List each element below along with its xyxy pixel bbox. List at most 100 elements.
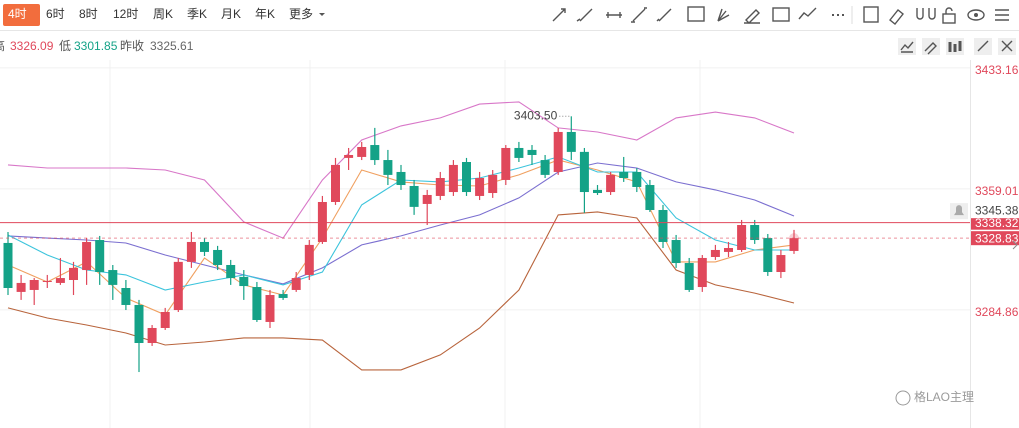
candle-body <box>3 242 13 289</box>
candle-body <box>239 276 249 287</box>
candle-body <box>724 248 733 252</box>
candle-body <box>737 225 747 250</box>
candle-body <box>462 162 471 193</box>
candle-body <box>619 171 629 178</box>
candle-body <box>566 131 576 152</box>
candle-body <box>95 240 105 273</box>
candle-body <box>55 278 65 283</box>
candle-body <box>501 147 511 180</box>
candle-body <box>632 171 642 187</box>
price-tag-label: 3328.83 <box>975 231 1019 245</box>
candle-body <box>776 255 786 273</box>
period-tab[interactable]: 月K <box>221 7 241 21</box>
indicator-line <box>7 162 795 285</box>
high-label: 3403.50 <box>514 108 558 122</box>
watermark-logo <box>895 390 911 406</box>
price-tag <box>971 231 1019 246</box>
last-price-dot <box>789 233 799 244</box>
y-tick-label: 3433.16 <box>975 63 1019 77</box>
candle-body <box>82 241 92 271</box>
period-tab[interactable]: 周K <box>153 7 173 21</box>
info-value: 3301.85 <box>74 39 118 53</box>
candle-body <box>357 146 367 157</box>
candle-body <box>396 171 406 186</box>
candle-body <box>527 149 537 155</box>
candle-body <box>540 160 550 175</box>
period-tab[interactable]: 12时 <box>113 7 138 21</box>
period-tab[interactable]: 4时 <box>8 7 27 21</box>
period-tab[interactable]: 年K <box>255 7 275 21</box>
candle-body <box>435 177 445 196</box>
candle-body <box>173 261 183 311</box>
candle-body <box>370 145 380 161</box>
candle-body <box>383 160 393 175</box>
info-value: 3325.61 <box>150 39 194 53</box>
candle-body <box>147 327 157 344</box>
alert-tag <box>971 203 1019 219</box>
candle-body <box>789 238 799 251</box>
drawing-tools[interactable] <box>552 6 1009 25</box>
info-label: 昨收 <box>120 39 144 53</box>
indicator-line <box>7 101 795 239</box>
candle-body <box>488 174 498 194</box>
candle-body <box>134 304 144 344</box>
candle-body <box>16 282 26 292</box>
candle-body <box>317 201 327 242</box>
candle-body <box>409 185 419 207</box>
candle-body <box>226 264 236 279</box>
candle-body <box>186 241 196 262</box>
chart-tools[interactable] <box>898 38 1016 55</box>
candle-body <box>645 185 655 210</box>
candle-body <box>344 154 354 158</box>
info-label: 低 <box>59 39 71 53</box>
candle-body <box>422 194 432 204</box>
candle-body <box>213 249 223 265</box>
candle-body <box>658 209 668 242</box>
info-label: 高 <box>0 38 5 53</box>
candle-body <box>331 164 340 202</box>
candle-body <box>579 151 589 193</box>
candle-body <box>763 238 773 273</box>
candle-body <box>671 240 681 264</box>
candle-body <box>160 311 170 328</box>
period-tab[interactable]: 季K <box>187 7 207 21</box>
period-tab[interactable]: 6时 <box>46 7 65 21</box>
candle-body <box>475 177 485 196</box>
candle-body <box>553 131 563 172</box>
watermark: 格LAO主理 <box>914 389 974 404</box>
candle-body <box>42 280 52 282</box>
alert-bell-icon <box>954 205 964 216</box>
candle-body <box>514 147 524 158</box>
candle-body <box>278 294 288 298</box>
dropdown-caret <box>319 13 325 16</box>
info-value: 3326.09 <box>10 39 54 53</box>
candle-body <box>69 267 78 281</box>
candle-body <box>252 287 262 320</box>
y-tick-label: 3284.86 <box>975 305 1019 319</box>
candle-body <box>606 174 616 193</box>
plot-area: 3403.50 <box>0 60 970 428</box>
period-tab[interactable]: 更多 <box>289 7 313 21</box>
candle-body <box>710 249 720 257</box>
period-tab[interactable]: 8时 <box>79 7 98 21</box>
y-tick-label: 3359.01 <box>975 184 1019 198</box>
candle-body <box>304 244 314 275</box>
alert-tag-label: 3345.38 <box>975 203 1019 217</box>
scroll-arrow[interactable] <box>1012 240 1018 250</box>
candle-body <box>29 280 39 290</box>
candle-body <box>593 189 602 194</box>
candle-body <box>291 278 301 290</box>
candle-body <box>448 164 458 193</box>
price-tag <box>971 215 1019 230</box>
candle-body <box>200 241 209 252</box>
candle-body <box>684 263 694 290</box>
candle-body <box>108 270 118 285</box>
candle-body <box>265 295 275 322</box>
candle-body <box>697 257 707 288</box>
price-tag-label: 3338.32 <box>975 216 1019 230</box>
candle-body <box>121 288 131 305</box>
candle-body <box>750 225 760 241</box>
